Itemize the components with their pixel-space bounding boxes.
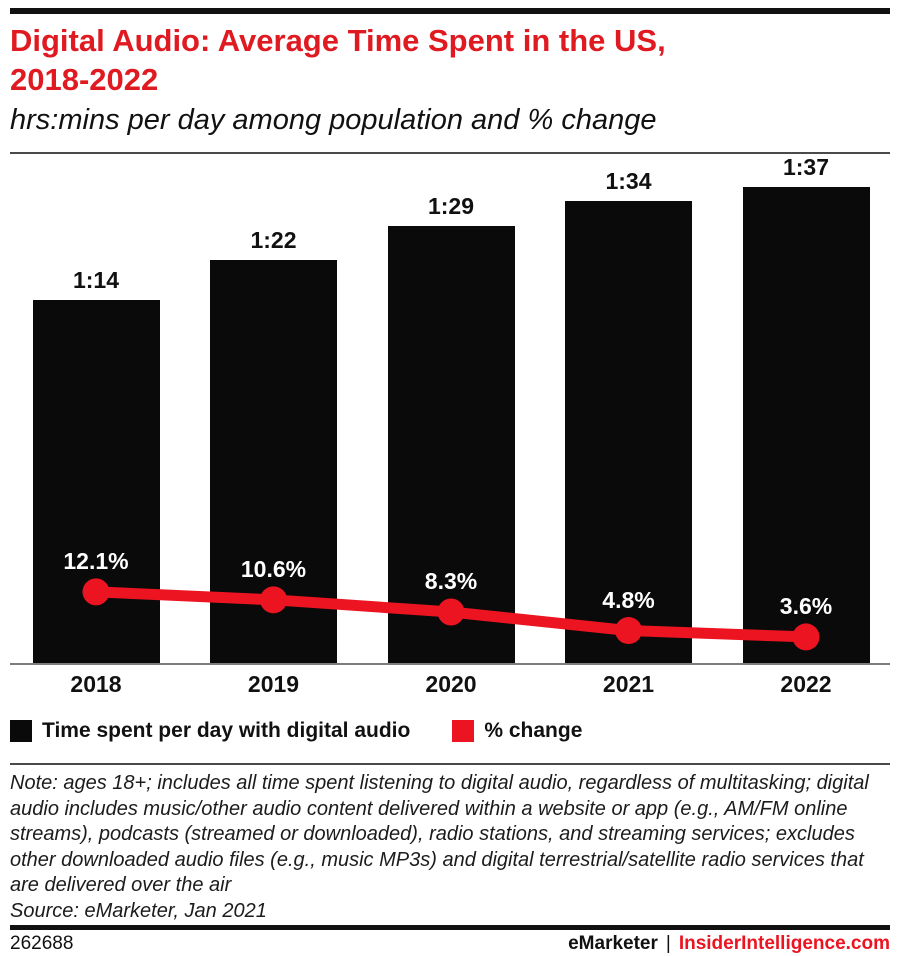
bar-2018 [32,299,160,663]
chart-area: 1:14 12.1% 2018 1:22 10.6% 2019 1:29 8.3% 2020 1:… [0,154,900,705]
legend: Time spent per day with digital audio % … [10,719,582,743]
pct-change-label-2020: 8.3% [424,568,478,594]
bar-value-label-2019: 1:22 [250,227,297,254]
x-axis-label-2018: 2018 [70,671,122,697]
x-axis-label-2021: 2021 [602,671,655,697]
source-text: Source: eMarketer, Jan 2021 [10,899,267,922]
footer: 262688 eMarketer | InsiderIntelligence.c… [10,933,890,955]
footer-divider [10,925,890,930]
note-text: Note: ages 18+; includes all time spent … [10,772,869,896]
header-divider [10,152,890,154]
bar-2021 [565,201,692,663]
legend-swatch-bar [10,720,32,742]
bar-value-label-2020: 1:29 [427,193,475,219]
page-title: Digital Audio: Average Time Spent in the… [10,21,810,99]
bar-2019 [210,260,337,663]
bar-value-label-2022: 1:37 [782,153,830,180]
legend-label-time-spent: Time spent per day with digital audio [42,719,411,742]
x-axis-label-2019: 2019 [247,671,300,697]
footer-branding: eMarketer | InsiderIntelligence.com [568,933,890,955]
bar-2022 [742,186,870,663]
bar-2020 [387,226,515,663]
page-subtitle: hrs:mins per day among population and % … [10,104,657,136]
footer-site-link[interactable]: InsiderIntelligence.com [678,933,890,954]
footer-separator: | [665,933,671,954]
pct-change-label-2019: 10.6% [240,555,307,582]
footer-brand: eMarketer [568,933,658,954]
note-block: Note: ages 18+; includes all time spent … [10,771,888,924]
pct-change-label-2018: 12.1% [63,547,129,574]
legend-item-time-spent: Time spent per day with digital audio [10,719,410,743]
page-title-line1: Digital Audio: Average Time Spent in the… [10,23,666,58]
bar-value-label-2018: 1:14 [72,266,120,293]
pct-change-label-2021: 4.8% [602,586,655,613]
legend-swatch-line [452,720,475,742]
legend-item-pct-change: % change [452,719,582,743]
x-axis-line [10,663,890,665]
x-axis-label-2020: 2020 [425,671,477,697]
chart-id: 262688 [10,933,74,954]
page-title-line2: 2018-2022 [10,62,159,97]
top-rule [10,8,890,14]
legend-label-pct-change: % change [484,719,583,742]
bar-value-label-2021: 1:34 [605,168,652,195]
note-divider [10,763,890,765]
x-axis-label-2022: 2022 [780,671,832,697]
pct-change-label-2022: 3.6% [779,592,833,619]
